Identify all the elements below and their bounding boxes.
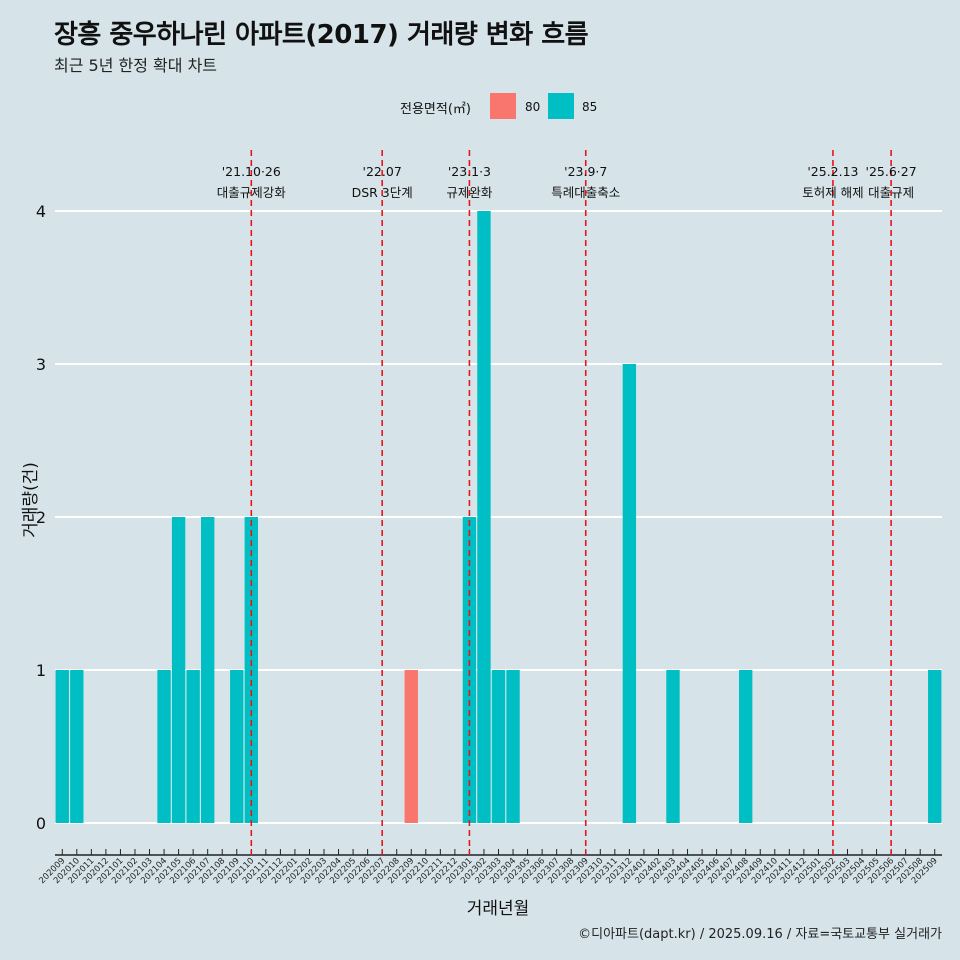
bar-202107-85 xyxy=(200,517,215,823)
event-label-202301-0: '23.1·3 xyxy=(448,164,491,179)
event-label-202506-0: '25.6·27 xyxy=(866,164,917,179)
y-tick-label-4: 4 xyxy=(36,202,46,221)
y-tick-label-3: 3 xyxy=(36,355,46,374)
y-tick-label-0: 0 xyxy=(36,814,46,833)
event-label-202309-0: '23.9·7 xyxy=(564,164,607,179)
event-label-202207-0: '22.07 xyxy=(363,164,402,179)
event-label-202301-1: 규제완화 xyxy=(446,185,493,200)
bar-202009-85 xyxy=(55,670,69,823)
chart-subtitle: 최근 5년 한정 확대 차트 xyxy=(54,56,218,75)
bar-202106-85 xyxy=(186,670,200,823)
bar-202105-85 xyxy=(171,517,186,823)
legend-label-85: 85 xyxy=(582,100,598,114)
legend-label-80: 80 xyxy=(525,100,541,114)
y-tick-label-2: 2 xyxy=(36,508,46,527)
legend: 전용면적(㎡) 80 85 xyxy=(0,93,960,121)
event-label-202207-1: DSR 3단계 xyxy=(352,185,413,200)
legend-key-80 xyxy=(490,93,516,119)
bar-202304-85 xyxy=(506,670,520,823)
bar-202303-85 xyxy=(491,670,506,823)
chart-title: 장흥 중우하나린 아파트(2017) 거래량 변화 흐름 xyxy=(54,20,589,50)
source-caption: ©디아파트(dapt.kr) / 2025.09.16 / 자료=국토교통부 실… xyxy=(578,927,942,942)
event-label-202502-1: 토허제 해제 xyxy=(802,185,863,200)
event-label-202506-1: 대출규제 xyxy=(868,185,914,200)
bar-202104-85 xyxy=(157,670,171,823)
bar-202010-85 xyxy=(70,670,84,823)
bar-202109-85 xyxy=(230,670,244,823)
event-label-202309-1: 특례대출축소 xyxy=(551,185,620,200)
x-axis-label: 거래년월 xyxy=(467,899,530,919)
bar-202509-85 xyxy=(928,670,942,823)
event-label-202502-0: '25.2.13 xyxy=(807,164,858,179)
bar-202209-80 xyxy=(404,670,418,823)
bar-202312-85 xyxy=(622,364,637,823)
event-label-202110-1: 대출규제강화 xyxy=(217,185,287,200)
legend-title: 전용면적(㎡) xyxy=(400,102,471,117)
bar-202408-85 xyxy=(739,670,753,823)
bar-202302-85 xyxy=(477,211,491,823)
y-axis-label: 거래량(건) xyxy=(21,462,41,538)
bar-202403-85 xyxy=(666,670,680,823)
event-label-202110-0: '21.10·26 xyxy=(222,164,281,179)
y-tick-label-1: 1 xyxy=(36,661,46,680)
legend-key-85 xyxy=(548,93,574,119)
